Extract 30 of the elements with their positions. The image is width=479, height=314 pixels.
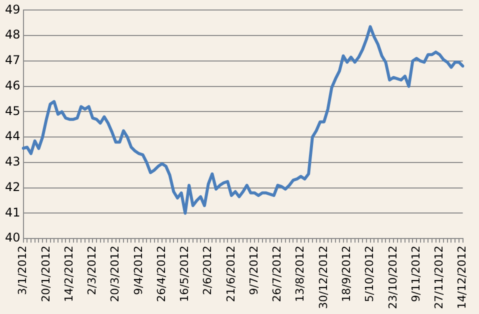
- x-tick-label: 20/3/2012: [108, 246, 122, 302]
- y-tick-label: 43: [4, 154, 20, 169]
- x-tick-label: 2/6/2012: [201, 246, 214, 296]
- y-tick-label: 48: [4, 28, 20, 42]
- y-tick-label: 46: [4, 78, 20, 92]
- x-tick-label: 14/2/2012: [62, 246, 76, 302]
- x-tick-label: 16/5/2012: [178, 246, 192, 302]
- x-tick-label: 26/7/2012: [270, 246, 284, 302]
- y-tick-label: 49: [4, 2, 20, 16]
- x-tick-label: 20/1/2012: [39, 246, 52, 302]
- x-tick-label: 26/4/2012: [154, 246, 168, 302]
- x-tick-label: 9/11/2012: [409, 246, 422, 302]
- y-tick-label: 41: [4, 205, 20, 220]
- y-tick-label: 40: [4, 230, 20, 245]
- x-tick-label: 14/12/2012: [456, 246, 469, 310]
- y-tick-label: 47: [4, 53, 20, 68]
- y-tick-label: 44: [4, 129, 20, 144]
- x-tick-label: 30/12/2012: [316, 246, 330, 310]
- x-tick-label: 27/11/2012: [432, 246, 446, 310]
- x-tick-label: 21/6/2012: [224, 246, 238, 302]
- x-tick-label: 18/9/2012: [340, 246, 353, 302]
- y-tick-label: 45: [4, 104, 20, 118]
- x-tick-label: 5/10/2012: [363, 246, 376, 302]
- x-tick-label: 2/3/2012: [86, 246, 99, 296]
- x-tick-label: 3/1/2012: [16, 246, 30, 296]
- y-tick-label: 42: [4, 180, 20, 194]
- x-tick-label: 13/8/2012: [294, 246, 307, 302]
- x-tick-label: 9/7/2012: [247, 246, 260, 296]
- x-tick-label: 9/4/2012: [132, 246, 145, 296]
- x-tick-label: 23/10/2012: [386, 246, 400, 310]
